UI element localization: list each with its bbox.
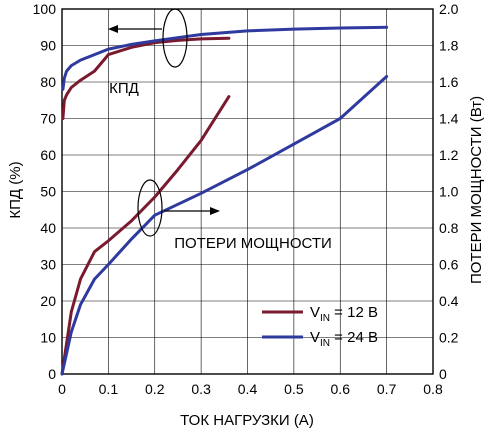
power-loss-arrow-head	[210, 207, 220, 215]
y-right-tick-label: 0.2	[439, 330, 459, 346]
y-right-tick-label: 1.2	[439, 147, 459, 163]
x-tick-label: 0.2	[145, 381, 165, 397]
x-tick-label: 0	[58, 381, 66, 397]
y-right-tick-label: 0	[439, 366, 447, 382]
x-tick-label: 0.7	[377, 381, 397, 397]
y-left-tick-label: 0	[48, 366, 56, 382]
y-left-tick-label: 30	[40, 257, 56, 273]
legend-label-vin-24: VIN = 24 В	[310, 329, 378, 349]
x-tick-label: 0.8	[423, 381, 443, 397]
plot-border	[61, 8, 434, 375]
y-right-tick-label: 1.0	[439, 184, 459, 200]
annotation-layer	[108, 8, 220, 237]
y-left-tick-label: 10	[40, 330, 56, 346]
y-left-tick-label: 40	[40, 220, 56, 236]
y-left-tick-label: 100	[33, 1, 57, 17]
y-right-tick-label: 2.0	[439, 1, 459, 17]
power-loss-line-vin-24	[60, 75, 389, 376]
y-right-tick-labels: 0 0.2 0.4 0.6 0.8 1.0 1.2 1.4 1.6 1.8 2.0	[439, 1, 459, 382]
y-left-tick-label: 20	[40, 293, 56, 309]
x-tick-label: 0.3	[191, 381, 211, 397]
plot-frame	[61, 8, 434, 375]
y-left-tick-labels: 0 10 20 30 40 50 60 70 80 90 100	[33, 1, 57, 382]
x-axis-title: ТОК НАГРУЗКИ (A)	[180, 412, 314, 429]
power-loss-curves-ellipse	[137, 179, 163, 237]
y-left-tick-label: 50	[40, 184, 56, 200]
y-right-tick-label: 0.4	[439, 293, 459, 309]
efficiency-curves-ellipse	[162, 8, 188, 68]
y-right-tick-label: 1.4	[439, 111, 459, 127]
legend: VIN = 12 В VIN = 24 В	[262, 304, 378, 349]
y-left-tick-label: 70	[40, 111, 56, 127]
x-tick-label: 0.6	[331, 381, 351, 397]
y-right-tick-label: 0.8	[439, 220, 459, 236]
y-left-tick-label: 80	[40, 74, 56, 90]
y-right-tick-label: 1.8	[439, 38, 459, 54]
y-right-tick-label: 0.6	[439, 257, 459, 273]
y-left-tick-label: 90	[40, 38, 56, 54]
power-loss-line-vin-12	[60, 95, 231, 376]
y-right-tick-label: 1.6	[439, 74, 459, 90]
power-loss-annotation-label: ПОТЕРИ МОЩНОСТИ	[174, 235, 332, 252]
efficiency-line-vin-12	[61, 36, 231, 120]
y-right-axis-title: ПОТЕРИ МОЩНОСТИ (Вт)	[468, 96, 485, 284]
y-left-axis-title: КПД (%)	[7, 161, 24, 218]
y-left-tick-label: 60	[40, 147, 56, 163]
series-layer	[60, 25, 389, 376]
efficiency-arrow-head	[108, 25, 118, 33]
efficiency-line-vin-24	[61, 25, 389, 91]
x-tick-label: 0.5	[284, 381, 304, 397]
x-tick-labels: 0 0.1 0.2 0.3 0.4 0.5 0.6 0.7 0.8	[58, 381, 443, 397]
x-tick-label: 0.1	[99, 381, 119, 397]
legend-label-vin-12: VIN = 12 В	[310, 304, 378, 324]
efficiency-annotation-label: КПД	[109, 80, 139, 97]
x-tick-label: 0.4	[238, 381, 258, 397]
